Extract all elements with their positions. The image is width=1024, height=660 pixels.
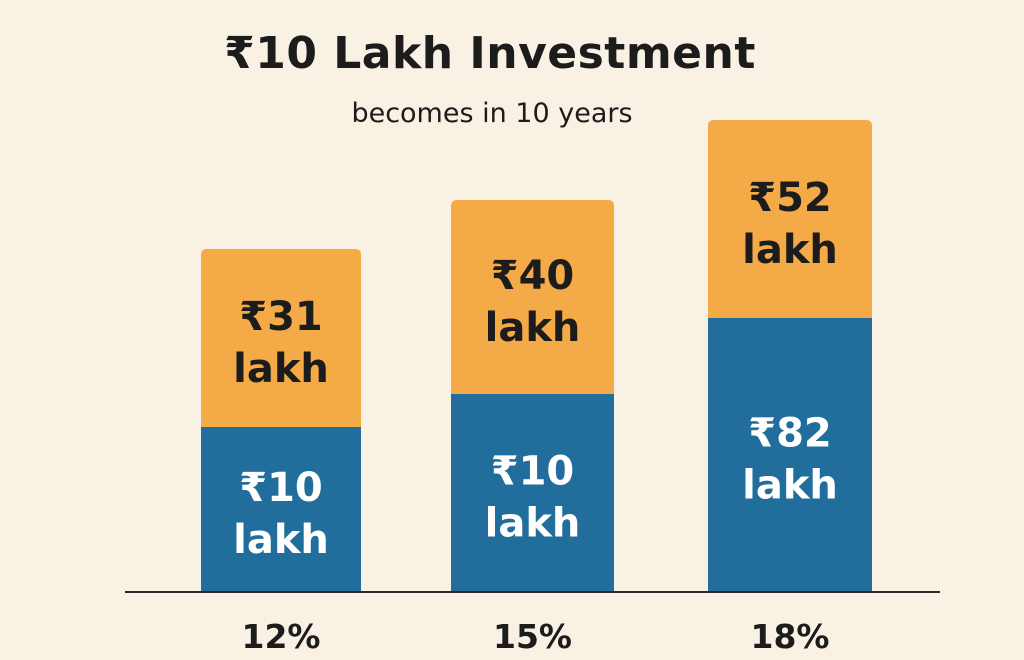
- chart-title: ₹10 Lakh Investment: [224, 28, 756, 79]
- category-label-1: 15%: [493, 617, 572, 656]
- bar-segment-label-2-0: ₹82 lakh: [742, 411, 838, 509]
- chart-subtitle: becomes in 10 years: [351, 98, 633, 129]
- bar-segment-label-1-1: ₹40 lakh: [485, 253, 581, 351]
- bar-segment-1-1: [451, 200, 614, 394]
- bar-segment-0-0: [201, 427, 361, 591]
- bar-segment-label-0-1: ₹31 lakh: [233, 294, 329, 392]
- bar-segment-label-2-1: ₹52 lakh: [742, 175, 838, 273]
- bar-segment-0-1: [201, 249, 361, 427]
- bar-segment-1-0: [451, 394, 614, 591]
- category-label-0: 12%: [242, 617, 321, 656]
- bar-segment-2-1: [708, 120, 872, 318]
- category-label-2: 18%: [751, 617, 830, 656]
- bar-segment-label-1-0: ₹10 lakh: [485, 449, 581, 547]
- bar-segment-2-0: [708, 318, 872, 591]
- bar-segment-label-0-0: ₹10 lakh: [233, 465, 329, 563]
